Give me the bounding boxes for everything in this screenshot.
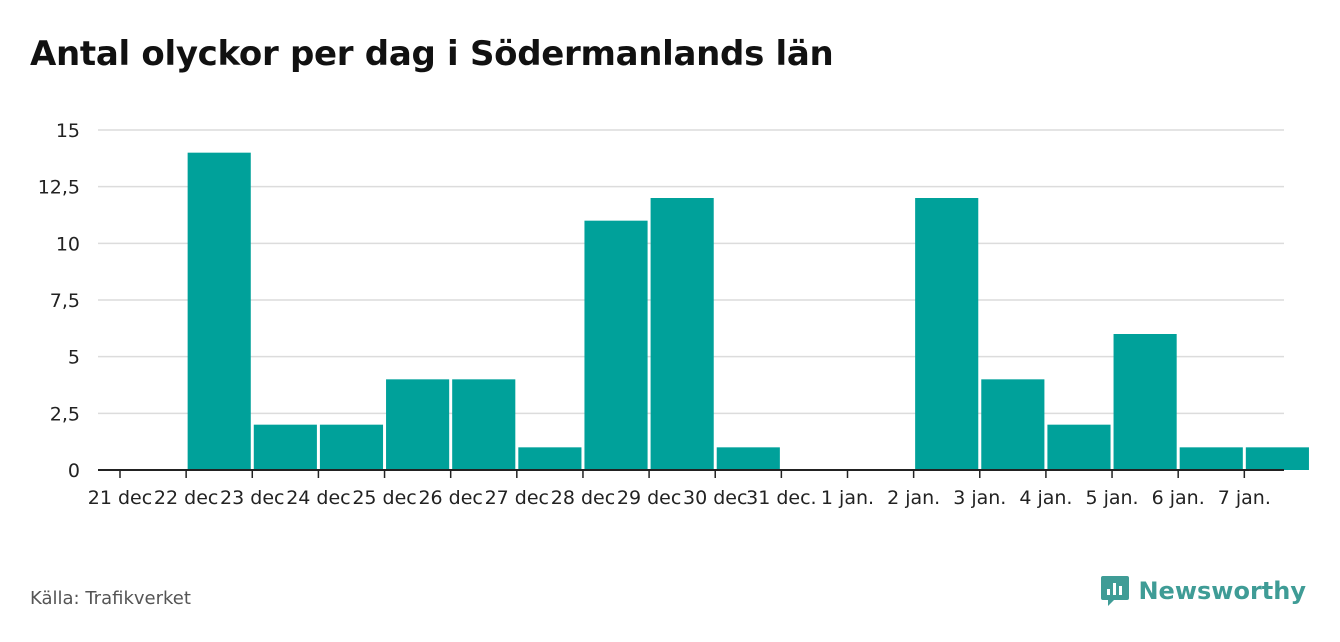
bar-24-dec: [319, 424, 384, 470]
x-tick-label: 3 jan.: [953, 487, 1006, 509]
bar-6-jan: [1179, 447, 1243, 470]
bar-5-jan: [1113, 334, 1177, 470]
brand-logo: Newsworthy: [1100, 574, 1306, 608]
bar-26-dec: [452, 379, 516, 470]
bar-23-dec: [253, 424, 317, 470]
x-tick-label: 29 dec: [617, 487, 681, 509]
x-tick-label: 24 dec: [286, 487, 350, 509]
x-tick-label: 25 dec: [352, 487, 416, 509]
y-tick-label: 2,5: [50, 403, 80, 425]
bar-28-dec: [584, 220, 648, 470]
x-tick-label: 28 dec: [551, 487, 615, 509]
x-tick-label: 22 dec: [154, 487, 218, 509]
x-tick-label: 4 jan.: [1019, 487, 1072, 509]
x-axis: [98, 469, 1284, 478]
bar-22-dec: [187, 152, 251, 470]
bar-chart: 0 2,5 5 7,5 10 12,5 15 21 dec 22 dec 23 dec 24 de…: [38, 120, 1309, 509]
y-tick-label: 7,5: [50, 290, 80, 312]
bar-25-dec: [386, 379, 450, 470]
bar-29-dec: [650, 198, 714, 470]
x-tick-label: 6 jan.: [1152, 487, 1205, 509]
bar-3-jan: [981, 379, 1045, 470]
x-tick-label: 31 dec.: [746, 487, 816, 509]
source-note: Källa: Trafikverket: [30, 588, 191, 609]
chart-title: Antal olyckor per dag i Södermanlands lä…: [30, 34, 834, 74]
bar-30-dec: [716, 447, 780, 470]
newsworthy-icon: [1101, 576, 1130, 606]
x-tick-label: 26 dec: [418, 487, 482, 509]
y-axis-labels: 0 2,5 5 7,5 10 12,5 15: [38, 120, 80, 482]
x-tick-label: 27 dec: [485, 487, 549, 509]
x-axis-labels: 21 dec 22 dec 23 dec 24 dec 25 dec 26 dec 27 d…: [88, 487, 1271, 509]
x-tick-label: 1 jan.: [821, 487, 874, 509]
x-tick-label: 2 jan.: [887, 487, 940, 509]
brand-name: Newsworthy: [1138, 577, 1306, 605]
y-tick-label: 15: [56, 120, 80, 142]
y-tick-label: 12,5: [38, 177, 80, 199]
bar-7-jan: [1245, 447, 1309, 470]
x-tick-label: 5 jan.: [1085, 487, 1138, 509]
x-tick-label: 21 dec: [88, 487, 152, 509]
x-tick-label: 23 dec: [220, 487, 284, 509]
bar-27-dec: [518, 447, 582, 470]
y-tick-label: 10: [56, 233, 80, 255]
y-tick-label: 5: [68, 347, 80, 369]
bar-2-jan: [915, 198, 979, 470]
y-tick-label: 0: [68, 460, 80, 482]
bar-4-jan: [1047, 424, 1111, 470]
x-tick-label: 7 jan.: [1218, 487, 1271, 509]
x-tick-label: 30 dec: [683, 487, 747, 509]
bars: [187, 152, 1309, 470]
